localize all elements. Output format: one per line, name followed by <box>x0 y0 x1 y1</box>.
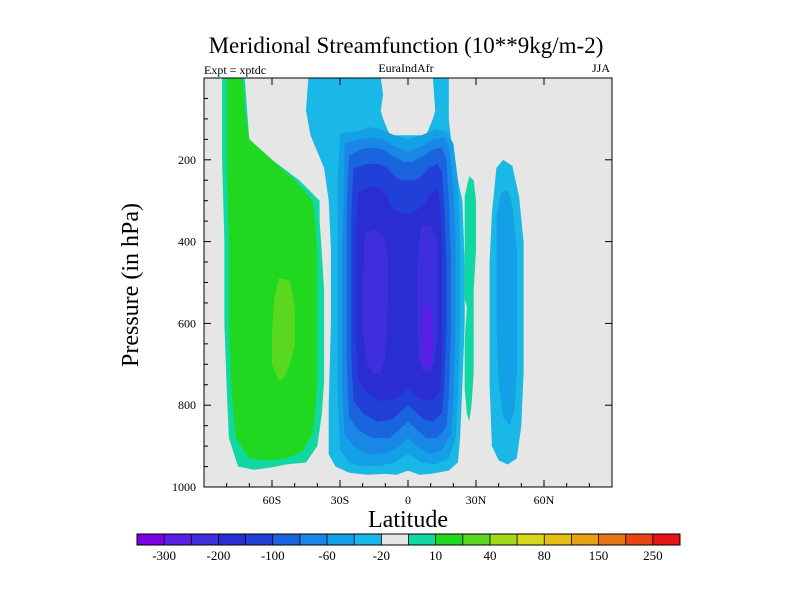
colorbar-swatch <box>571 534 599 545</box>
colorbar-swatch <box>489 534 518 545</box>
contour-region-14 <box>496 190 517 426</box>
contour-region-2 <box>272 278 295 381</box>
colorbar-label: -200 <box>207 548 231 563</box>
colorbar-swatch <box>435 534 464 545</box>
colorbar-swatch <box>598 534 626 545</box>
colorbar-label: 250 <box>643 548 663 563</box>
contour-region-9 <box>362 229 388 375</box>
chart-title: Meridional Streamfunction (10**9kg/m-2) <box>209 33 604 58</box>
y-axis: 200 400 600 800 1000 <box>172 77 612 494</box>
colorbar-swatch <box>272 534 301 545</box>
colorbar-label: -100 <box>261 548 285 563</box>
colorbar-label: 10 <box>429 548 442 563</box>
colorbar: -300 -200 -100 -60 -20 10 40 80 150 250 <box>136 533 681 563</box>
colorbar-swatch <box>625 534 654 545</box>
annotation-center: EuraIndAfr <box>378 61 433 75</box>
x-tick-label: 30S <box>331 493 350 507</box>
y-tick-label: 600 <box>178 316 196 330</box>
y-tick-label: 200 <box>178 153 196 167</box>
colorbar-swatch <box>462 534 491 545</box>
colorbar-label: -300 <box>152 548 176 563</box>
colorbar-swatch <box>299 534 328 545</box>
colorbar-swatch <box>191 534 219 545</box>
colorbar-label: 80 <box>538 548 551 563</box>
colorbar-swatch <box>354 534 382 545</box>
x-tick-label: 30N <box>466 493 487 507</box>
x-axis: 60S 30S 0 30N 60N <box>203 78 613 507</box>
x-tick-label: 60N <box>534 493 555 507</box>
colorbar-label: 40 <box>483 548 496 563</box>
colorbar-swatch <box>137 534 165 545</box>
colorbar-swatch <box>245 534 274 545</box>
contour-region-1 <box>226 78 318 461</box>
colorbar-swatch <box>408 534 436 545</box>
x-tick-label: 0 <box>405 493 411 507</box>
colorbar-swatch <box>517 534 545 545</box>
annotation-right: JJA <box>592 61 610 75</box>
x-axis-label: Latitude <box>368 507 448 533</box>
contour-region-11 <box>421 307 433 369</box>
colorbar-swatch <box>164 534 192 545</box>
colorbar-frame <box>136 533 681 546</box>
contour-region-12 <box>464 176 476 422</box>
colorbar-swatch <box>327 534 355 545</box>
y-axis-label: Pressure (in hPa) <box>118 203 144 367</box>
colorbar-swatch <box>381 534 409 545</box>
colorbar-label: 150 <box>589 548 609 563</box>
y-tick-label: 1000 <box>172 480 196 494</box>
colorbar-swatch <box>652 534 681 545</box>
x-tick-label: 60S <box>263 493 282 507</box>
colorbar-label: -60 <box>318 548 335 563</box>
colorbar-swatch <box>544 534 572 545</box>
contour-fill-layer <box>222 78 524 475</box>
annotation-left: Expt = xptdc <box>204 63 266 77</box>
colorbar-label: -20 <box>373 548 390 563</box>
colorbar-swatch <box>218 534 246 545</box>
y-tick-label: 400 <box>178 235 196 249</box>
y-tick-label: 800 <box>178 398 196 412</box>
